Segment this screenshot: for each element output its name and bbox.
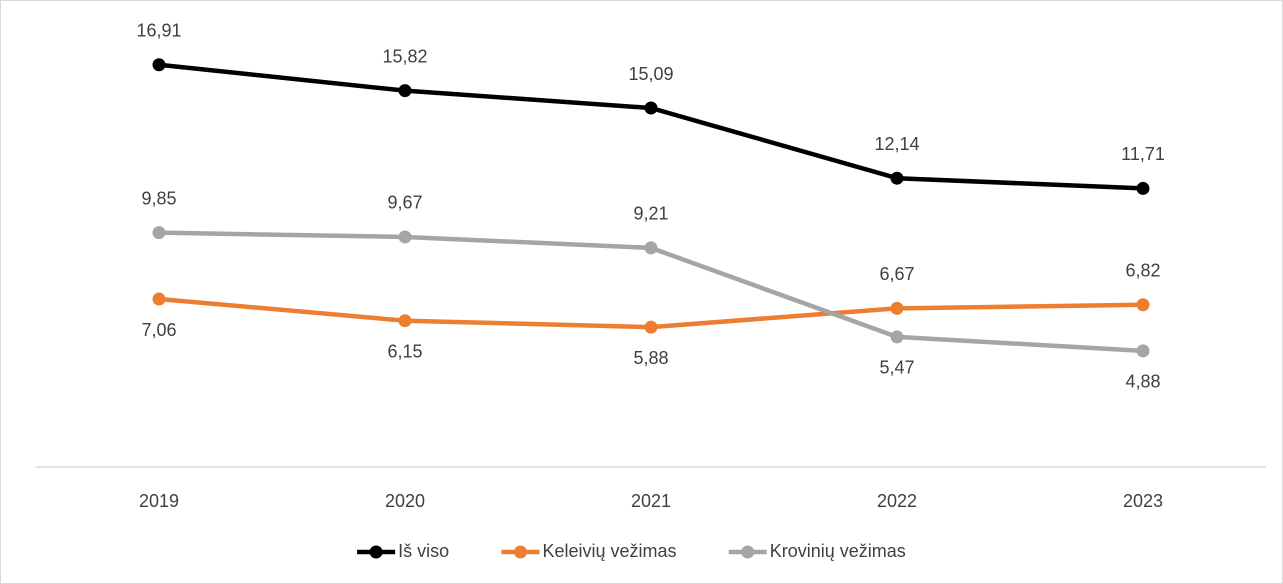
data-label: 9,21 — [633, 204, 668, 224]
data-point — [644, 241, 658, 255]
data-label: 15,09 — [628, 64, 673, 84]
data-label: 5,47 — [879, 358, 914, 378]
legend-label: Krovinių vežimas — [770, 541, 906, 561]
data-label: 4,88 — [1125, 372, 1160, 392]
data-point — [890, 171, 904, 185]
data-point — [644, 320, 658, 334]
data-point — [890, 301, 904, 315]
x-tick-label: 2019 — [139, 491, 179, 511]
legend-marker — [369, 545, 383, 559]
x-tick-label: 2021 — [631, 491, 671, 511]
legend-marker — [514, 545, 527, 559]
data-label: 6,15 — [387, 341, 422, 361]
data-label: 6,82 — [1125, 261, 1160, 281]
data-point — [398, 230, 412, 244]
data-label: 6,67 — [879, 264, 914, 284]
data-label: 9,85 — [141, 188, 176, 208]
x-tick-label: 2020 — [385, 491, 425, 511]
data-point — [890, 330, 904, 344]
data-label: 7,06 — [141, 320, 176, 340]
data-point — [152, 292, 166, 306]
data-label: 16,91 — [136, 20, 181, 40]
data-label: 11,71 — [1121, 144, 1165, 164]
data-point — [152, 58, 166, 72]
legend-marker — [741, 545, 755, 559]
data-label: 12,14 — [874, 134, 919, 154]
data-point — [1136, 344, 1150, 358]
data-point — [1136, 181, 1150, 195]
data-point — [398, 314, 412, 328]
data-point — [398, 84, 412, 98]
data-point — [644, 101, 658, 115]
legend-label: Keleivių vežimas — [543, 541, 677, 561]
legend-label: Iš viso — [398, 541, 449, 561]
data-label: 9,67 — [387, 193, 422, 213]
x-tick-label: 2023 — [1123, 491, 1163, 511]
data-point — [1136, 298, 1150, 312]
x-tick-label: 2022 — [877, 491, 917, 511]
data-label: 15,82 — [382, 46, 427, 66]
data-label: 5,88 — [633, 348, 668, 368]
data-point — [152, 226, 166, 240]
